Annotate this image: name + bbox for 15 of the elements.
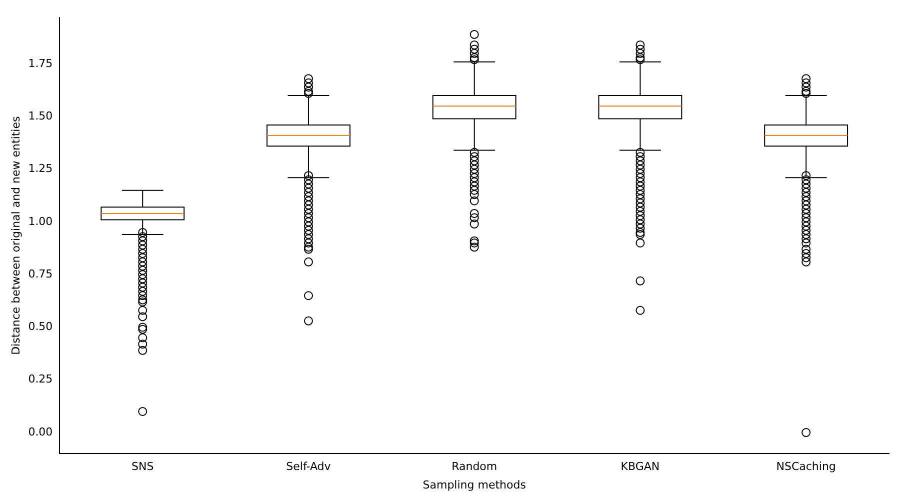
- x-axis-title: Sampling methods: [422, 478, 526, 492]
- y-tick-label: 0.75: [28, 267, 53, 280]
- y-tick-label: 0.00: [28, 425, 53, 438]
- y-tick-label: 1.75: [28, 56, 53, 70]
- y-tick-label: 0.50: [28, 320, 53, 334]
- x-tick-label: KBGAN: [620, 460, 660, 474]
- x-tick-label: NSCaching: [776, 460, 836, 474]
- y-tick-label: 1.00: [28, 214, 53, 228]
- x-tick-label: Random: [452, 460, 498, 474]
- x-tick-label: Self-Adv: [286, 460, 332, 474]
- y-tick-label: 1.50: [28, 109, 53, 122]
- x-tick-label: SNS: [132, 460, 154, 474]
- y-axis-title: Distance between original and new entities: [9, 116, 22, 355]
- y-tick-label: 0.25: [28, 372, 53, 386]
- y-tick-label: 1.25: [28, 162, 53, 176]
